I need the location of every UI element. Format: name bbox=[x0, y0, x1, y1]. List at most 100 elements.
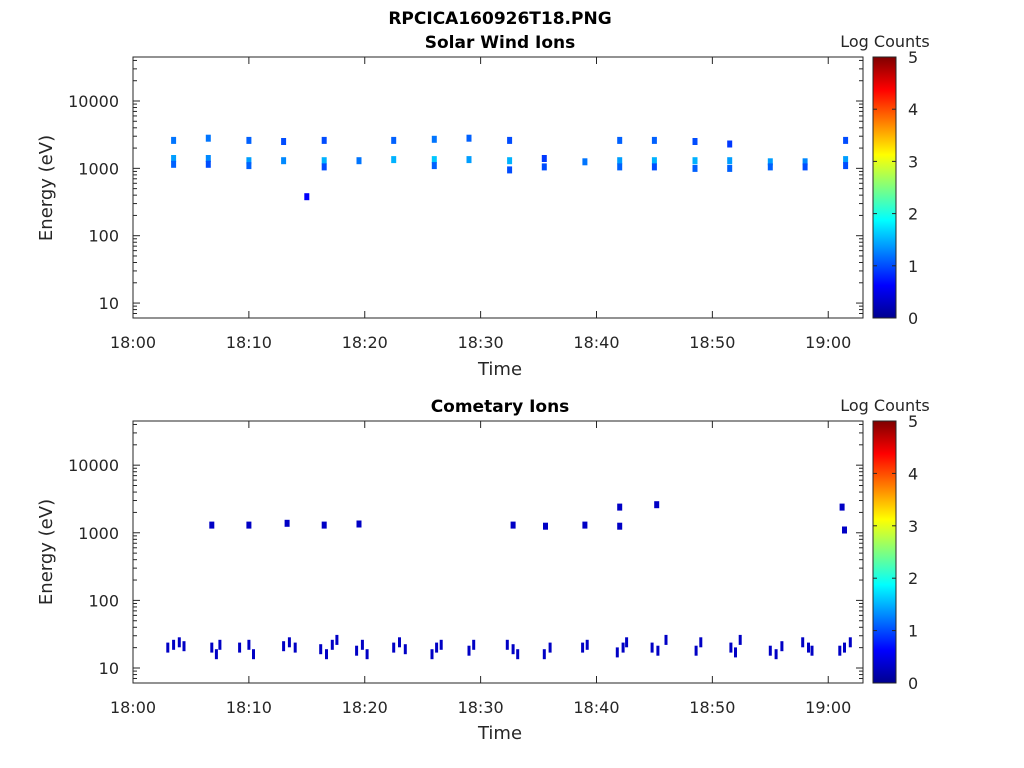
x-tick-label: 18:30 bbox=[458, 698, 504, 717]
data-cell bbox=[581, 642, 585, 653]
data-cell bbox=[171, 160, 177, 168]
data-cell bbox=[431, 135, 437, 143]
data-cell bbox=[543, 522, 548, 530]
y-tick-label: 1000 bbox=[78, 524, 119, 543]
data-cell bbox=[472, 639, 476, 650]
y-tick-label: 100 bbox=[88, 591, 119, 610]
data-cell bbox=[403, 644, 407, 655]
x-tick-label: 18:40 bbox=[573, 698, 619, 717]
data-cell bbox=[398, 637, 401, 648]
data-cells bbox=[171, 134, 849, 201]
data-cell bbox=[651, 163, 657, 171]
data-cell bbox=[625, 637, 629, 648]
data-cell bbox=[210, 642, 214, 653]
data-cell bbox=[321, 157, 327, 165]
colorbar-tick-label: 3 bbox=[908, 517, 918, 536]
data-cell bbox=[177, 637, 181, 648]
x-tick-label: 18:00 bbox=[110, 698, 156, 717]
data-cell bbox=[246, 162, 252, 170]
data-cell bbox=[238, 642, 242, 653]
x-tick-label: 18:50 bbox=[689, 698, 735, 717]
data-cell bbox=[692, 164, 698, 172]
data-cell bbox=[617, 522, 623, 530]
data-cell bbox=[843, 136, 849, 144]
data-cell bbox=[516, 649, 520, 660]
data-cell bbox=[171, 155, 177, 162]
data-cell bbox=[214, 649, 218, 660]
data-cell bbox=[738, 634, 742, 645]
data-cell bbox=[466, 156, 472, 164]
data-cell bbox=[651, 136, 657, 144]
data-cell bbox=[281, 138, 287, 145]
data-cell bbox=[246, 521, 252, 529]
data-cell bbox=[650, 642, 654, 653]
data-cell bbox=[355, 645, 359, 656]
x-tick-label: 18:10 bbox=[226, 698, 272, 717]
data-cell bbox=[848, 637, 852, 648]
colorbar-tick-label: 2 bbox=[908, 569, 918, 588]
data-cell bbox=[205, 134, 211, 142]
data-cell bbox=[843, 156, 849, 164]
y-axis-label: Energy (eV) bbox=[36, 135, 57, 241]
data-cell bbox=[617, 503, 623, 511]
data-cell bbox=[664, 634, 668, 645]
figure-title: RPCICA160926T18.PNG bbox=[388, 9, 611, 29]
data-cell bbox=[615, 647, 619, 658]
data-cell bbox=[656, 645, 660, 656]
x-tick-label: 18:00 bbox=[110, 333, 156, 352]
data-cell bbox=[209, 521, 215, 529]
data-cell bbox=[541, 163, 547, 171]
data-cell bbox=[166, 642, 170, 653]
data-cell bbox=[281, 157, 287, 165]
data-cell bbox=[287, 637, 291, 648]
data-cell bbox=[548, 642, 552, 653]
data-cell bbox=[510, 521, 516, 529]
y-axis-label: Energy (eV) bbox=[36, 499, 57, 605]
data-cell bbox=[182, 641, 186, 652]
data-cell bbox=[284, 519, 290, 527]
data-cell bbox=[304, 193, 310, 201]
data-cell bbox=[582, 158, 588, 166]
solar-wind-ions-panel: Solar Wind Ions Log Counts Time Energy (… bbox=[36, 32, 930, 380]
data-cell bbox=[356, 157, 362, 165]
y-tick-label: 10 bbox=[99, 659, 119, 678]
data-cell bbox=[365, 649, 369, 660]
data-cell bbox=[621, 642, 625, 653]
data-cell bbox=[507, 166, 513, 174]
data-cell bbox=[172, 639, 176, 650]
data-cell bbox=[727, 164, 733, 172]
x-tick-label: 19:00 bbox=[805, 333, 851, 352]
data-cell bbox=[431, 156, 437, 164]
x-axis-label: Time bbox=[477, 723, 522, 744]
data-cell bbox=[205, 160, 211, 168]
colorbar-label: Log Counts bbox=[840, 396, 930, 415]
data-cell bbox=[392, 642, 396, 653]
colorbar-label: Log Counts bbox=[840, 32, 930, 51]
colorbar-tick-label: 1 bbox=[908, 622, 918, 641]
data-cell bbox=[246, 136, 252, 144]
data-cell bbox=[767, 158, 773, 166]
data-cell bbox=[617, 157, 623, 165]
colorbar-tick-label: 5 bbox=[908, 48, 918, 67]
plot-area bbox=[132, 420, 864, 684]
colorbar bbox=[872, 56, 897, 319]
data-cell bbox=[541, 155, 547, 162]
data-cell bbox=[247, 639, 251, 650]
data-cell bbox=[505, 639, 509, 650]
data-cell bbox=[218, 639, 222, 650]
y-tick-label: 10 bbox=[99, 294, 119, 313]
data-cell bbox=[321, 521, 327, 529]
data-cell bbox=[729, 642, 733, 653]
x-tick-label: 18:20 bbox=[342, 333, 388, 352]
data-cell bbox=[205, 155, 211, 162]
data-cell bbox=[810, 645, 814, 656]
data-cell bbox=[802, 158, 808, 166]
data-cell bbox=[171, 136, 177, 144]
y-tick-label: 100 bbox=[88, 227, 119, 246]
data-cell bbox=[843, 642, 846, 653]
data-cell bbox=[430, 649, 434, 660]
data-cell bbox=[435, 642, 439, 653]
data-cell bbox=[838, 645, 842, 656]
data-cell bbox=[585, 639, 589, 650]
data-cell bbox=[767, 163, 773, 171]
